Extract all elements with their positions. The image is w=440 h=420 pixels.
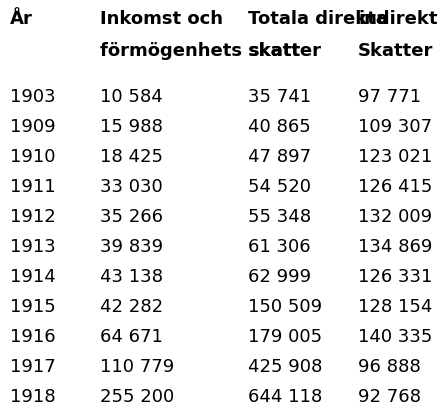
Text: 1910: 1910	[10, 148, 55, 166]
Text: Totala direkta: Totala direkta	[248, 10, 388, 28]
Text: 128 154: 128 154	[358, 298, 433, 316]
Text: 134 869: 134 869	[358, 238, 433, 256]
Text: 92 768: 92 768	[358, 388, 421, 406]
Text: 40 865: 40 865	[248, 118, 311, 136]
Text: 123 021: 123 021	[358, 148, 432, 166]
Text: 1903: 1903	[10, 88, 55, 106]
Text: 109 307: 109 307	[358, 118, 432, 136]
Text: 1914: 1914	[10, 268, 56, 286]
Text: 54 520: 54 520	[248, 178, 311, 196]
Text: 126 415: 126 415	[358, 178, 433, 196]
Text: 1911: 1911	[10, 178, 55, 196]
Text: 15 988: 15 988	[100, 118, 163, 136]
Text: 425 908: 425 908	[248, 358, 323, 376]
Text: indirekt: indirekt	[358, 10, 437, 28]
Text: Inkomst och: Inkomst och	[100, 10, 223, 28]
Text: 1917: 1917	[10, 358, 56, 376]
Text: 43 138: 43 138	[100, 268, 163, 286]
Text: 47 897: 47 897	[248, 148, 311, 166]
Text: 39 839: 39 839	[100, 238, 163, 256]
Text: 61 306: 61 306	[248, 238, 311, 256]
Text: 1918: 1918	[10, 388, 55, 406]
Text: 1909: 1909	[10, 118, 55, 136]
Text: 1912: 1912	[10, 208, 56, 226]
Text: 1915: 1915	[10, 298, 56, 316]
Text: 110 779: 110 779	[100, 358, 174, 376]
Text: 644 118: 644 118	[248, 388, 322, 406]
Text: 179 005: 179 005	[248, 328, 322, 346]
Text: 33 030: 33 030	[100, 178, 163, 196]
Text: 255 200: 255 200	[100, 388, 174, 406]
Text: 1916: 1916	[10, 328, 55, 346]
Text: 140 335: 140 335	[358, 328, 433, 346]
Text: År: År	[10, 10, 33, 28]
Text: 97 771: 97 771	[358, 88, 421, 106]
Text: 64 671: 64 671	[100, 328, 163, 346]
Text: 35 741: 35 741	[248, 88, 311, 106]
Text: 96 888: 96 888	[358, 358, 421, 376]
Text: 18 425: 18 425	[100, 148, 163, 166]
Text: 55 348: 55 348	[248, 208, 311, 226]
Text: 10 584: 10 584	[100, 88, 163, 106]
Text: 132 009: 132 009	[358, 208, 432, 226]
Text: 150 509: 150 509	[248, 298, 322, 316]
Text: skatter: skatter	[248, 42, 321, 60]
Text: 42 282: 42 282	[100, 298, 163, 316]
Text: 126 331: 126 331	[358, 268, 433, 286]
Text: Skatter: Skatter	[358, 42, 433, 60]
Text: förmögenhets skatt: förmögenhets skatt	[100, 42, 300, 60]
Text: 35 266: 35 266	[100, 208, 163, 226]
Text: 1913: 1913	[10, 238, 56, 256]
Text: 62 999: 62 999	[248, 268, 311, 286]
